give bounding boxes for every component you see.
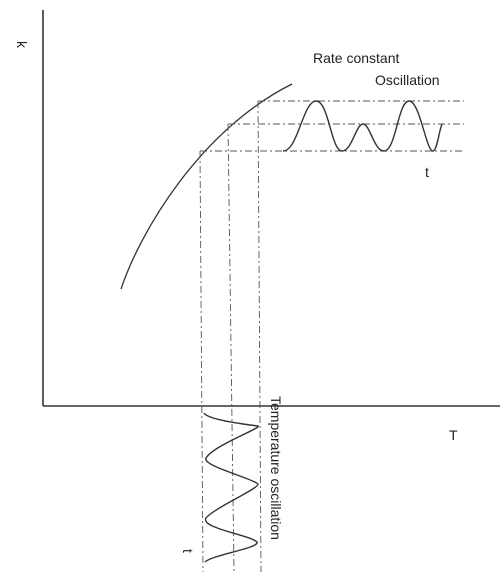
temperature-oscillation-wave (203, 412, 259, 563)
time-label-bottom: t (180, 549, 196, 553)
temperature-oscillation-label: Temperature oscillation (268, 396, 284, 540)
y-axis-label: k (14, 41, 30, 49)
rate-constant-label: Rate constant (313, 50, 399, 66)
oscillation-label: Oscillation (375, 72, 440, 88)
projection-line-t-mid (227, 123, 235, 573)
rate-constant-oscillation-wave (282, 100, 443, 152)
x-axis-label: T (449, 427, 458, 443)
projection-line-t-low (199, 150, 204, 573)
time-label-right: t (425, 164, 429, 180)
projection-line-t-high (257, 100, 262, 573)
rate-constant-curve (120, 83, 293, 290)
